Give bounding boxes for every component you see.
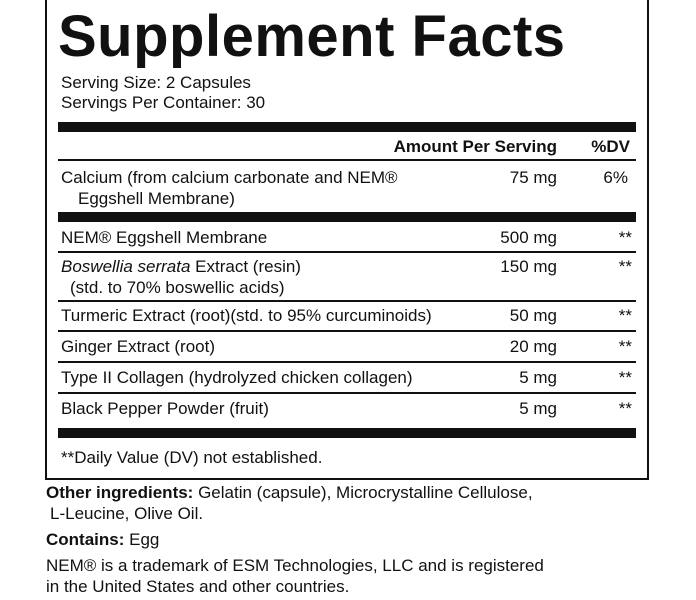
name-rest: Extract (resin) xyxy=(190,257,301,276)
divider xyxy=(58,361,636,363)
trademark: NEM® is a trademark of ESM Technologies,… xyxy=(46,556,544,575)
ingredient-name: Turmeric Extract (root)(std. to 95% curc… xyxy=(61,306,432,325)
dv: ** xyxy=(618,228,632,247)
ingredient-name: Type II Collagen (hydrolyzed chicken col… xyxy=(61,368,413,387)
servings-per-container: Servings Per Container: 30 xyxy=(61,93,266,112)
amount: 5 mg xyxy=(519,368,557,387)
ingredient-name: Black Pepper Powder (fruit) xyxy=(61,399,269,418)
divider xyxy=(58,122,636,132)
divider xyxy=(58,212,636,222)
divider xyxy=(58,251,636,253)
facts-box xyxy=(45,0,649,480)
amount: 5 mg xyxy=(519,399,557,418)
label: Contains: xyxy=(46,530,125,549)
text: Egg xyxy=(124,530,160,549)
amount: 75 mg xyxy=(509,168,557,187)
ingredient-name: Calcium (from calcium carbonate and NEM® xyxy=(61,168,398,187)
text: Gelatin (capsule), Microcrystalline Cell… xyxy=(193,483,533,502)
dv: ** xyxy=(618,257,632,276)
dv: ** xyxy=(618,368,632,387)
ingredient-name: Ginger Extract (root) xyxy=(61,337,215,356)
serving-size: Serving Size: 2 Capsules xyxy=(61,73,251,92)
amount: 150 mg xyxy=(500,257,557,276)
amount: 20 mg xyxy=(509,337,557,356)
label: Other ingredients: xyxy=(46,483,194,502)
dv: ** xyxy=(618,306,632,325)
divider xyxy=(58,428,636,438)
title: Supplement Facts xyxy=(58,4,566,69)
dv: ** xyxy=(618,337,632,356)
other-ingredients: L-Leucine, Olive Oil. xyxy=(50,504,204,523)
footnote: **Daily Value (DV) not established. xyxy=(61,448,323,467)
ingredient-name: Boswellia serrata Extract (resin) xyxy=(61,257,301,277)
divider xyxy=(58,300,636,302)
ingredient-name: Eggshell Membrane) xyxy=(78,189,235,208)
contains: Contains: Egg xyxy=(46,530,159,550)
latin-name: Boswellia serrata xyxy=(61,257,191,276)
amount: 500 mg xyxy=(500,228,557,247)
dv: 6% xyxy=(603,168,628,187)
header-dv: %DV xyxy=(591,137,630,156)
divider xyxy=(58,159,636,161)
trademark: in the United States and other countries… xyxy=(46,577,350,596)
divider xyxy=(58,330,636,332)
header-amount: Amount Per Serving xyxy=(393,137,557,156)
ingredient-name: NEM® Eggshell Membrane xyxy=(61,228,268,247)
ingredient-name: (std. to 70% boswellic acids) xyxy=(70,278,285,297)
dv: ** xyxy=(618,399,632,418)
amount: 50 mg xyxy=(509,306,557,325)
other-ingredients: Other ingredients: Gelatin (capsule), Mi… xyxy=(46,483,533,503)
divider xyxy=(58,392,636,394)
